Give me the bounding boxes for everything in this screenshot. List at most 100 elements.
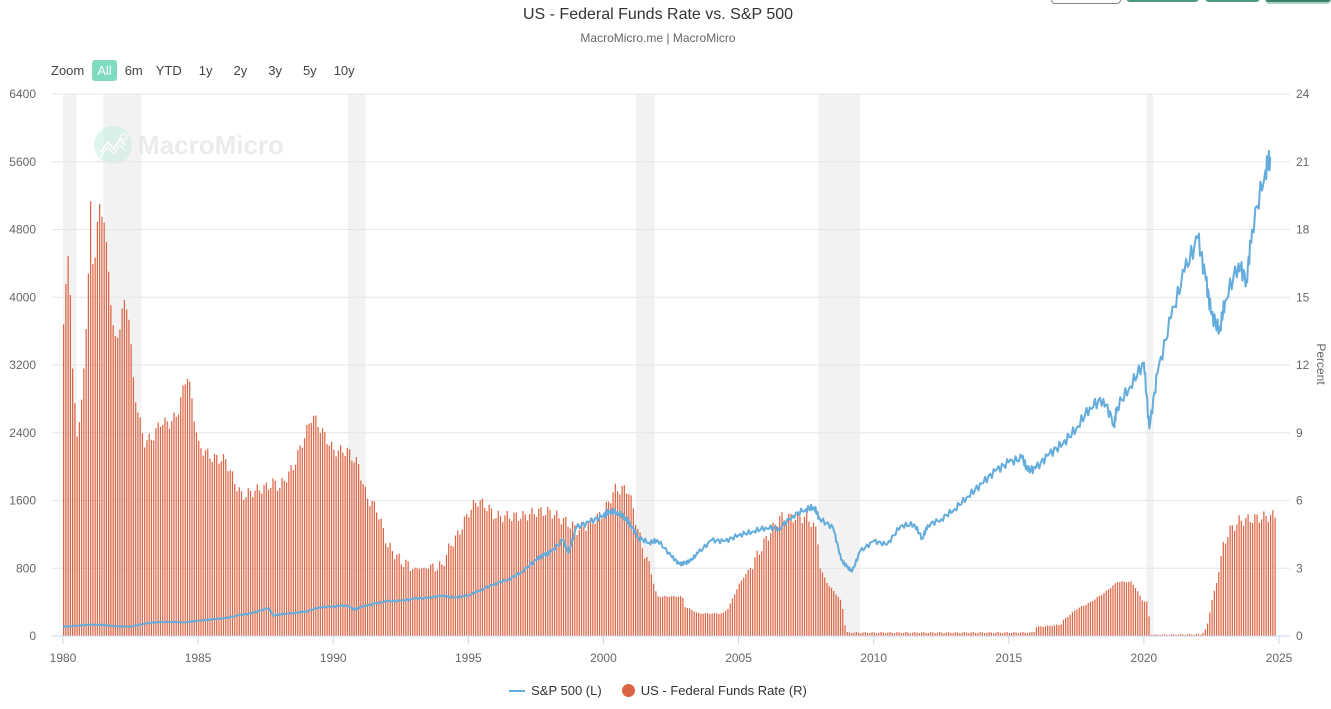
fed-funds-bar [1150, 634, 1152, 636]
legend-label-fed-funds: US - Federal Funds Rate (R) [640, 683, 807, 698]
range-button-5y[interactable]: 5y [302, 63, 317, 78]
fed-funds-bar [952, 633, 954, 636]
fed-funds-bar [905, 632, 907, 636]
fed-funds-bar [502, 521, 504, 636]
fed-funds-bar [220, 461, 222, 636]
fed-funds-bar [1035, 627, 1038, 636]
top-green-button-2[interactable] [1205, 0, 1260, 2]
fed-funds-bar [430, 564, 432, 636]
fed-funds-bar [848, 632, 851, 636]
fed-funds-bar [342, 452, 344, 636]
fed-funds-bar [671, 596, 673, 636]
fed-funds-bar [871, 632, 873, 636]
fed-funds-bar [83, 368, 85, 636]
fed-funds-bar [1218, 572, 1220, 636]
fed-funds-bar [999, 632, 1002, 636]
fed-funds-bar [979, 632, 981, 636]
fed-funds-bar [716, 613, 718, 636]
fed-funds-bar [1251, 523, 1254, 636]
fed-funds-bar [612, 492, 614, 636]
fed-funds-bar [153, 440, 155, 636]
fed-funds-bar [601, 518, 603, 636]
range-button-1y[interactable]: 1y [198, 63, 213, 78]
fed-funds-bar [146, 440, 148, 636]
fed-funds-bar [801, 523, 803, 636]
x-tick-label: 1985 [185, 651, 212, 665]
fed-funds-bar [650, 574, 652, 636]
fed-funds-bar [110, 305, 112, 636]
top-green-button-3[interactable] [1265, 0, 1331, 2]
fed-funds-bar [470, 509, 472, 636]
fed-funds-bar [632, 508, 634, 636]
fed-funds-bar [412, 569, 414, 636]
fed-funds-bar [988, 632, 990, 636]
fed-funds-bar [276, 490, 279, 636]
fed-funds-bar [247, 488, 249, 636]
fed-funds-bar [1200, 634, 1202, 636]
range-button-2y[interactable]: 2y [233, 63, 248, 78]
fed-funds-bar [911, 632, 914, 636]
fed-funds-bar [981, 632, 983, 636]
fed-funds-bar [1042, 626, 1044, 636]
fed-funds-bar [198, 440, 200, 636]
fed-funds-bar [144, 447, 146, 636]
legend-item-fed-funds[interactable]: US - Federal Funds Rate (R) [621, 683, 807, 698]
range-button-10y[interactable]: 10y [333, 63, 355, 78]
y-axis-right: 0 3 6 9 12 15 18 21 24 [1296, 87, 1310, 643]
range-button-all[interactable]: All [92, 60, 117, 81]
fed-funds-bar [675, 596, 677, 636]
fed-funds-bar [317, 426, 319, 636]
range-button-3y[interactable]: 3y [268, 63, 282, 78]
line-swatch-icon [509, 689, 526, 692]
fed-funds-bar [236, 491, 238, 636]
fed-funds-bar [168, 428, 171, 636]
fed-funds-bar [639, 532, 641, 636]
fed-funds-bar [150, 439, 153, 636]
fed-funds-bar [860, 633, 862, 636]
gridlines [52, 93, 1290, 637]
legend-item-sp500[interactable]: S&P 500 (L) [509, 683, 602, 698]
fed-funds-bar [1078, 607, 1080, 636]
fed-funds-bar [1004, 632, 1006, 636]
fed-funds-bar [387, 547, 389, 636]
fed-funds-bar [641, 548, 643, 636]
fed-funds-bar [1076, 609, 1078, 636]
fed-funds-bar [725, 610, 727, 636]
fed-funds-bar [1204, 629, 1206, 636]
fed-funds-bar [189, 381, 191, 636]
range-selector-label: Zoom [51, 63, 85, 78]
fed-funds-bar [1256, 514, 1258, 636]
fed-funds-bar [657, 596, 659, 636]
fed-funds-bar [862, 632, 864, 636]
x-tick-label: 1995 [455, 651, 482, 665]
fed-funds-bar [441, 564, 443, 636]
fed-funds-bar [684, 607, 686, 636]
legend: S&P 500 (L) US - Federal Funds Rate (R) [0, 683, 1316, 698]
range-button-6m[interactable]: 6m [124, 63, 143, 78]
fed-funds-bar [1206, 623, 1209, 636]
fed-funds-bar [1139, 595, 1141, 636]
fed-funds-bar [752, 569, 754, 636]
fed-funds-bar [270, 487, 272, 636]
chart-title: US - Federal Funds Rate vs. S&P 500 [522, 6, 794, 23]
fed-funds-bar [898, 632, 900, 636]
fed-funds-bar [1215, 583, 1218, 636]
range-button-ytd[interactable]: YTD [155, 63, 182, 78]
fed-funds-bar [463, 516, 466, 636]
fed-funds-bar [443, 565, 445, 636]
fed-funds-bar [1020, 632, 1022, 636]
fed-funds-bar [472, 499, 475, 636]
top-green-button-1[interactable] [1126, 0, 1199, 2]
fed-funds-bar [851, 633, 853, 636]
fed-funds-bar [1260, 519, 1263, 636]
fed-funds-bar [1110, 587, 1112, 636]
fed-funds-bar [569, 528, 571, 636]
fed-funds-bar [1254, 514, 1256, 636]
fed-funds-bar [148, 433, 150, 636]
fed-funds-bar [171, 421, 173, 636]
fed-funds-bar [454, 535, 457, 636]
fed-funds-bar [457, 530, 459, 636]
fed-funds-bar [526, 520, 529, 636]
fed-funds-bar [90, 201, 92, 636]
fed-funds-bar [281, 477, 283, 636]
